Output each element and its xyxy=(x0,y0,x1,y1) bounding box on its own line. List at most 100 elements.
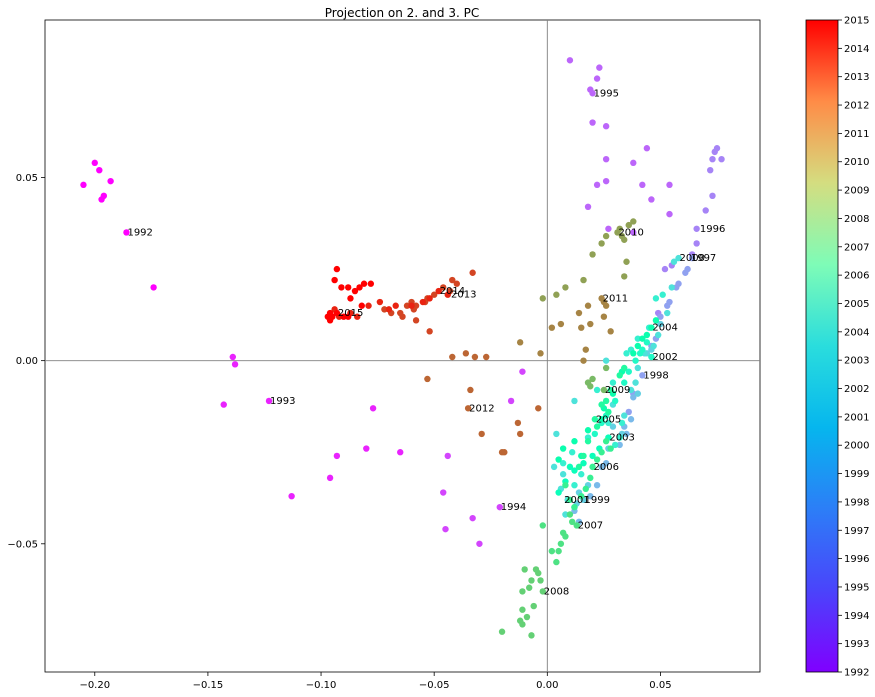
annotation-2000: 2000 xyxy=(680,253,705,264)
annotation-1994: 1994 xyxy=(501,502,526,513)
point-1993 xyxy=(333,452,341,460)
point-2008 xyxy=(528,577,535,584)
point-1999 xyxy=(634,390,642,397)
annotations: 1992 1993 1994 1995 1996 1997 1998 1999 2000 2001… xyxy=(127,88,725,597)
point-2000 xyxy=(562,511,569,518)
point-2007 xyxy=(548,547,556,555)
point-2007 xyxy=(539,522,546,529)
point-2002 xyxy=(591,430,599,438)
annotation-1995: 1995 xyxy=(594,88,619,99)
point-2006 xyxy=(593,456,601,463)
point-2005 xyxy=(607,386,614,394)
point-2002 xyxy=(636,350,644,357)
point-2005 xyxy=(593,423,601,430)
point-2001 xyxy=(611,441,619,449)
x-tick-label: −0.10 xyxy=(306,680,337,691)
point-1998 xyxy=(593,481,601,489)
point-2012 xyxy=(464,405,472,412)
point-2001 xyxy=(609,379,617,386)
point-2011 xyxy=(575,309,583,317)
point-2014 xyxy=(392,302,399,309)
colorbar-gradient xyxy=(805,19,839,673)
annotation-2007: 2007 xyxy=(578,520,603,531)
point-2015 xyxy=(367,280,375,287)
point-1996 xyxy=(693,240,700,247)
point-1995 xyxy=(602,123,610,130)
point-2008 xyxy=(532,566,540,573)
point-2004 xyxy=(555,456,562,463)
point-2000 xyxy=(664,309,671,317)
point-2002 xyxy=(611,397,619,405)
point-2005 xyxy=(605,408,612,416)
point-2006 xyxy=(589,463,596,471)
point-2013 xyxy=(430,291,438,298)
point-2002 xyxy=(632,357,639,364)
point-1997 xyxy=(664,302,671,309)
point-1992 xyxy=(100,192,108,200)
point-1992 xyxy=(96,166,103,174)
point-1993 xyxy=(397,449,404,456)
point-2014 xyxy=(354,313,361,320)
point-2001 xyxy=(593,386,601,394)
annotation-2010: 2010 xyxy=(618,227,643,238)
point-2004 xyxy=(584,427,592,434)
point-2014 xyxy=(419,298,427,306)
point-2001 xyxy=(659,291,666,298)
point-1997 xyxy=(639,372,646,379)
point-2001 xyxy=(616,434,623,441)
point-2003 xyxy=(566,463,574,471)
x-tick-label: 0.00 xyxy=(536,680,558,691)
point-2001 xyxy=(571,481,578,489)
point-2006 xyxy=(587,474,594,482)
point-2013 xyxy=(449,276,456,284)
point-1995 xyxy=(666,210,673,218)
point-2003 xyxy=(571,467,578,474)
point-2010 xyxy=(621,273,628,280)
point-1995 xyxy=(630,159,637,167)
point-1997 xyxy=(682,269,689,276)
colorbar-tick-label: 2012 xyxy=(844,101,869,112)
colorbar-tick-label: 2013 xyxy=(844,72,869,83)
point-2007 xyxy=(573,522,580,529)
point-2008 xyxy=(521,566,528,573)
point-1992 xyxy=(80,181,87,189)
point-2008 xyxy=(526,584,533,591)
point-1996 xyxy=(718,155,725,163)
point-2006 xyxy=(607,445,614,452)
point-1998 xyxy=(623,430,630,438)
point-2015 xyxy=(338,284,345,291)
colorbar-tick-label: 2001 xyxy=(844,412,869,423)
point-2010 xyxy=(621,236,628,243)
x-tick-label: −0.15 xyxy=(193,680,224,691)
y-tick-label: 0.00 xyxy=(16,356,38,367)
point-2011 xyxy=(602,302,610,309)
point-2000 xyxy=(602,357,610,364)
point-2004 xyxy=(559,445,567,452)
point-2007 xyxy=(557,540,565,547)
colorbar-tick-label: 2009 xyxy=(844,186,869,197)
point-1995 xyxy=(587,86,594,93)
point-2004 xyxy=(648,324,655,331)
annotation-2004: 2004 xyxy=(652,323,677,334)
annotation-2002: 2002 xyxy=(652,352,677,363)
colorbar-tick-label: 2008 xyxy=(844,214,869,225)
point-1994 xyxy=(442,525,449,533)
point-2011 xyxy=(582,346,589,353)
x-tick-label: −0.05 xyxy=(419,680,450,691)
point-2011 xyxy=(557,320,565,328)
point-2013 xyxy=(440,284,447,291)
point-1998 xyxy=(598,463,605,471)
point-2006 xyxy=(566,496,574,504)
point-2014 xyxy=(376,298,384,306)
point-2011 xyxy=(584,302,592,309)
point-2007 xyxy=(559,529,567,537)
point-1994 xyxy=(507,397,515,405)
point-2012 xyxy=(467,386,474,394)
point-2006 xyxy=(602,438,610,445)
point-1994 xyxy=(440,489,447,496)
point-2007 xyxy=(566,511,574,518)
point-2010 xyxy=(616,225,623,232)
point-2013 xyxy=(397,309,404,317)
point-2010 xyxy=(553,291,560,298)
point-2011 xyxy=(587,320,594,328)
